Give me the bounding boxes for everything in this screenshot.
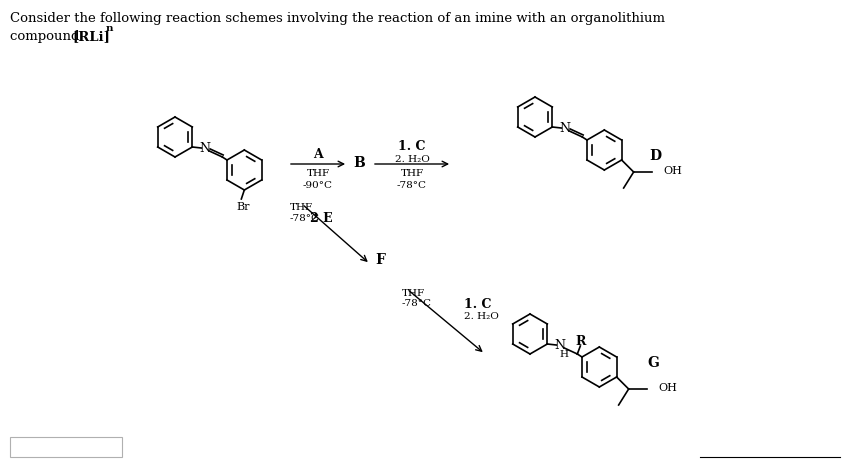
Text: Br: Br (237, 201, 250, 212)
Text: OH: OH (659, 382, 678, 392)
Text: -90°C: -90°C (303, 180, 333, 189)
Text: B: B (353, 156, 365, 169)
Text: 2 E: 2 E (310, 212, 332, 225)
Text: 2. H₂O: 2. H₂O (394, 154, 429, 163)
Text: 2. H₂O: 2. H₂O (464, 311, 499, 320)
Text: 1. C: 1. C (464, 297, 492, 310)
Text: THF: THF (402, 288, 425, 297)
Text: [RLi]: [RLi] (72, 30, 110, 43)
Text: R: R (575, 335, 585, 348)
Text: THF: THF (306, 169, 330, 178)
Text: THF: THF (400, 169, 423, 178)
Text: -78°C: -78°C (402, 299, 432, 308)
Text: D: D (650, 149, 661, 163)
Text: compound: compound (10, 30, 84, 43)
Text: THF: THF (290, 203, 313, 212)
Text: N: N (555, 339, 566, 352)
Text: OH: OH (664, 166, 683, 175)
Text: 1. C: 1. C (399, 140, 426, 153)
Bar (10, 437, 122, 457)
Text: -78°C: -78°C (397, 180, 427, 189)
Text: Consider the following reaction schemes involving the reaction of an imine with : Consider the following reaction schemes … (10, 12, 665, 25)
Text: H: H (560, 350, 569, 359)
Text: N: N (560, 122, 571, 135)
Text: A: A (313, 147, 323, 160)
Text: G: G (647, 355, 659, 369)
Text: N: N (200, 142, 211, 155)
Text: -78°C: -78°C (290, 214, 320, 223)
Text: F: F (375, 252, 385, 266)
Text: n: n (106, 24, 114, 33)
